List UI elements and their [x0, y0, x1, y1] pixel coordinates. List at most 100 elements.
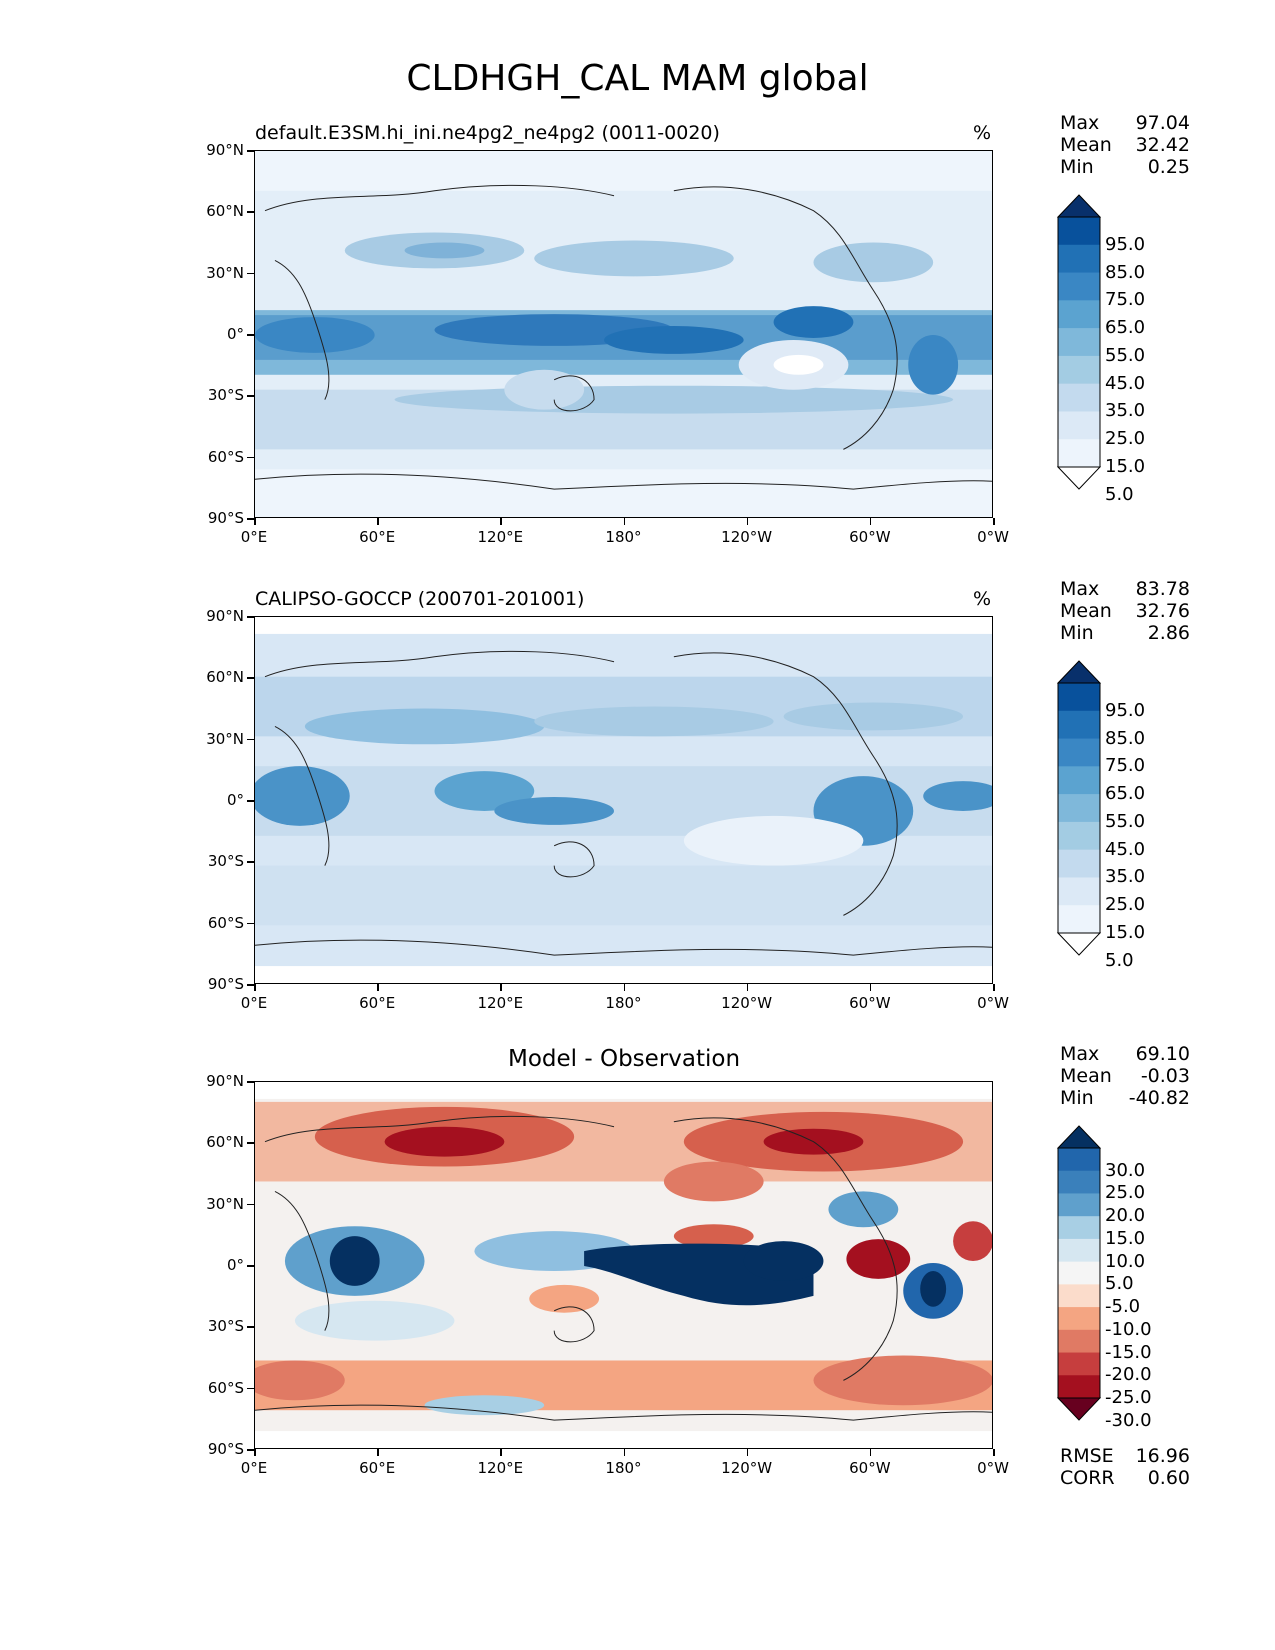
lon-tick-label: 0°W	[977, 1459, 1009, 1477]
lon-tick-label: 120°E	[477, 528, 524, 546]
colorbar-frame	[1057, 1147, 1101, 1399]
panel-title: Model - Observation	[508, 1046, 741, 1072]
figure-title: CLDHGH_CAL MAM global	[406, 58, 869, 99]
colorbar-tick-label: 15.0	[1105, 922, 1146, 943]
lat-tick-mark	[247, 984, 254, 986]
lat-tick-mark	[247, 1203, 254, 1206]
lat-tick-label: 0°	[226, 325, 244, 343]
lat-tick-mark	[247, 211, 254, 213]
stat-label: CORR	[1060, 1467, 1115, 1489]
colorbar-tick-label: 45.0	[1105, 372, 1146, 394]
colorbar-segment	[1058, 738, 1100, 767]
lon-tick-label: 180°	[605, 1459, 642, 1477]
lon-tick-label: 0°E	[240, 528, 268, 546]
lat-tick-label: 0°	[226, 791, 244, 809]
units-label: %	[973, 122, 992, 144]
lat-tick-label: 0°	[226, 1256, 244, 1274]
colorbar-frame	[1057, 682, 1101, 934]
colorbar-tick-label: 75.0	[1105, 289, 1146, 311]
lon-tick-label: 0°W	[977, 994, 1009, 1012]
colorbar-segment	[1058, 1170, 1100, 1194]
stat-label: Max	[1060, 112, 1100, 134]
colorbar-tick-label: 85.0	[1105, 727, 1146, 749]
lat-tick-label: 30°N	[206, 263, 244, 282]
colorbar-tick-label: -5.0	[1105, 1296, 1141, 1318]
lon-tick-mark	[869, 1449, 872, 1456]
lat-tick-mark	[247, 738, 254, 741]
lat-tick-label: 60°N	[206, 668, 244, 687]
stat-label: Max	[1060, 1043, 1100, 1065]
colorbar-tick-label: 95.0	[1105, 699, 1146, 721]
colorbar-extend-bottom	[1057, 466, 1101, 490]
lon-tick-label: 60°E	[359, 528, 396, 546]
colorbar-tick-label: 35.0	[1105, 400, 1146, 422]
colorbar-segment	[1058, 849, 1100, 878]
stat-value: 83.78	[1135, 578, 1190, 600]
colorbar-extend-bottom	[1057, 1397, 1101, 1421]
lat-tick-label: 60°S	[207, 1378, 244, 1397]
lon-tick-mark	[377, 984, 379, 991]
map-plot	[254, 1081, 993, 1449]
lon-tick-mark	[500, 984, 502, 991]
colorbar-tick-label: 25.0	[1105, 428, 1146, 450]
lon-tick-mark	[254, 518, 256, 525]
colorbar-segment	[1058, 905, 1100, 934]
colorbar-segment	[1058, 1238, 1100, 1263]
lat-tick-mark	[247, 1449, 254, 1451]
lon-tick-label: 120°E	[477, 994, 524, 1012]
lat-tick-label: 60°N	[206, 1133, 244, 1152]
lon-tick-mark	[869, 518, 872, 525]
colorbar-tick-label: 5.0	[1105, 949, 1134, 971]
lon-tick-mark	[254, 1449, 256, 1456]
lon-tick-mark	[623, 518, 625, 525]
lat-tick-label: 60°S	[207, 913, 244, 932]
colorbar-segment	[1058, 1352, 1100, 1376]
lon-tick-mark	[993, 984, 995, 991]
lon-tick-mark	[746, 984, 749, 991]
lat-tick-mark	[247, 150, 254, 152]
lon-tick-mark	[500, 1449, 502, 1456]
stat-label: Mean	[1060, 134, 1112, 156]
lon-tick-mark	[993, 1449, 995, 1456]
colorbar-segment	[1058, 244, 1100, 274]
colorbar-segment	[1058, 710, 1100, 740]
colorbar-segment	[1058, 1284, 1100, 1308]
lat-tick-mark	[247, 272, 254, 275]
colorbar-segment	[1058, 821, 1100, 851]
colorbar-tick-label: 20.0	[1105, 1205, 1146, 1227]
colorbar-segment	[1058, 1193, 1100, 1217]
lat-tick-label: 30°S	[207, 1317, 244, 1336]
colorbar-tick-label: -30.0	[1105, 1409, 1152, 1431]
lon-tick-mark	[869, 984, 872, 991]
colorbar-tick-label: 65.0	[1105, 317, 1146, 339]
colorbar-tick-label: 25.0	[1105, 1182, 1146, 1204]
colorbar-graphic	[1057, 194, 1101, 490]
lon-tick-mark	[623, 1449, 625, 1456]
error-stats-block: RMSE 16.96 CORR 0.60	[1060, 1445, 1190, 1489]
lat-tick-mark	[247, 1326, 254, 1328]
colorbar-extend-bottom	[1057, 932, 1101, 956]
colorbar-segment	[1058, 217, 1100, 246]
lon-tick-label: 60°E	[359, 1459, 396, 1477]
colorbar-segment	[1058, 766, 1100, 795]
units-label: %	[973, 588, 992, 610]
colorbar-segment	[1058, 411, 1100, 440]
map-plot	[254, 150, 993, 518]
lat-tick-mark	[247, 518, 254, 520]
stat-value: 69.10	[1135, 1043, 1190, 1065]
stat-label: Mean	[1060, 1065, 1112, 1087]
stat-label: Min	[1060, 622, 1094, 644]
lon-tick-mark	[254, 984, 256, 991]
stat-value: 97.04	[1135, 112, 1190, 134]
lon-tick-label: 60°W	[849, 994, 891, 1012]
colorbar-tick-label: 10.0	[1105, 1250, 1146, 1272]
stat-value: 2.86	[1147, 622, 1190, 644]
lon-tick-label: 60°W	[849, 1459, 891, 1477]
lat-tick-mark	[247, 800, 254, 802]
colorbar-tick-label: 5.0	[1105, 483, 1134, 505]
colorbar-tick-label: 95.0	[1105, 233, 1146, 255]
lon-tick-mark	[746, 1449, 749, 1456]
colorbar-segment	[1058, 1261, 1100, 1285]
stat-label: RMSE	[1060, 1445, 1114, 1467]
lon-tick-label: 120°W	[721, 994, 773, 1012]
